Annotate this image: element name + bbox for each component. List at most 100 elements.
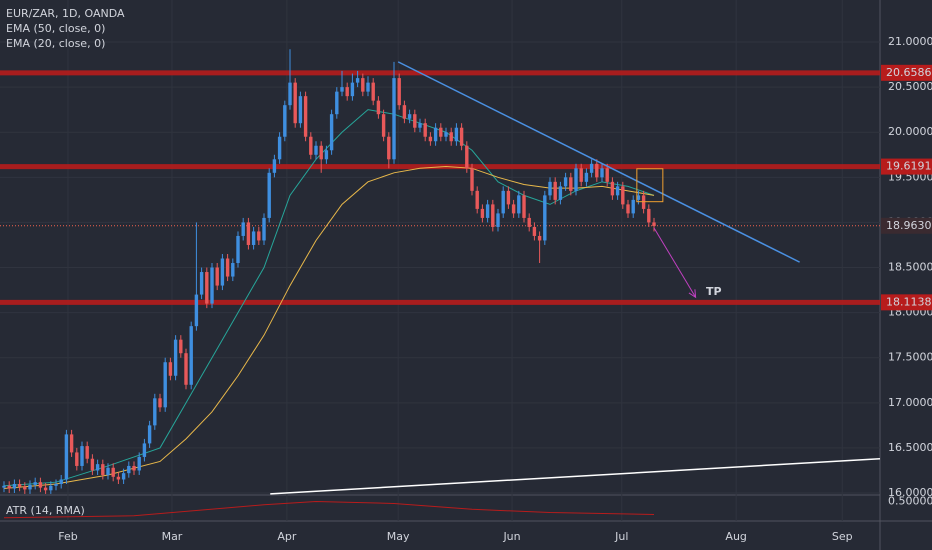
candle-body [595, 163, 599, 178]
candle-body [475, 190, 479, 209]
candle-body [563, 177, 568, 187]
candle-body [194, 294, 199, 327]
candle-body [392, 78, 396, 160]
candle-body [236, 235, 240, 264]
candle-body [199, 272, 204, 295]
candle-body [366, 82, 370, 92]
candle-body [64, 434, 69, 480]
candle-body [137, 456, 141, 471]
candle-body [418, 123, 422, 128]
candle-body [17, 483, 22, 487]
candle-body [350, 82, 355, 97]
candle-body [647, 208, 651, 223]
x-tick-label: Jun [502, 530, 520, 543]
candle-body [59, 479, 63, 484]
candle-body [95, 464, 100, 471]
candle-body [33, 482, 37, 485]
candle-body [543, 195, 547, 241]
candle-body [491, 204, 495, 227]
candle-body [277, 136, 282, 160]
level-label-box [881, 294, 932, 311]
candle-body [12, 483, 17, 489]
candle-body [257, 231, 261, 241]
x-tick-label: Sep [832, 530, 853, 543]
candle-body [210, 267, 214, 304]
trend-line [397, 61, 800, 263]
candle-body [231, 263, 235, 277]
candle-body [189, 326, 193, 385]
candle-body [345, 87, 349, 97]
x-tick-label: Feb [58, 530, 77, 543]
candle-body [127, 465, 131, 474]
x-tick-label: May [387, 530, 410, 543]
y-tick-label: 17.50000 [888, 351, 932, 364]
candle-body [532, 226, 537, 236]
candle-body [433, 127, 438, 142]
y-tick-label: 18.50000 [888, 261, 932, 274]
candle-body [272, 159, 277, 173]
candle-body [142, 443, 147, 457]
y-tick-label: 17.00000 [888, 396, 932, 409]
candle-body [522, 195, 526, 218]
candle-body [303, 96, 308, 137]
arrow [653, 227, 697, 298]
candle-body [465, 145, 469, 169]
candle-body [106, 467, 110, 475]
candle-body [454, 127, 459, 142]
legend-entry: EMA (20, close, 0) [6, 37, 105, 50]
candle-body [444, 132, 448, 137]
level-label-box [881, 158, 932, 175]
annotation: TP [706, 285, 722, 298]
candle-body [439, 127, 443, 137]
candle-body [158, 398, 162, 408]
candle-body [449, 132, 453, 142]
candle-body [615, 186, 620, 196]
candle-body [179, 339, 183, 354]
candle-body [600, 168, 604, 178]
candle-body [402, 105, 407, 119]
candle-body [90, 458, 95, 471]
candle-body [579, 168, 583, 182]
atr-line [3, 500, 655, 519]
candle-body [324, 150, 329, 160]
candle-body [288, 82, 292, 106]
candle-body [121, 473, 126, 480]
candle-body [283, 105, 287, 137]
candle-body [584, 172, 589, 182]
y-tick-label: 20.00000 [888, 125, 932, 138]
candle-body [153, 398, 157, 426]
candle-body [111, 467, 115, 477]
candle-body [85, 446, 89, 459]
candle-body [319, 145, 323, 160]
candle-body [54, 483, 58, 486]
candle-body [506, 190, 511, 205]
y-tick-label: 16.00000 [888, 486, 932, 499]
trend-line [270, 457, 881, 495]
candle-body [652, 222, 656, 227]
y-tick-label: 20.50000 [888, 80, 932, 93]
candle-body [548, 181, 552, 196]
candle-body [205, 272, 209, 304]
candle-body [636, 195, 641, 200]
candle-body [387, 136, 391, 160]
candle-body [168, 362, 173, 376]
candle-body [75, 452, 79, 466]
candle-body [413, 114, 417, 128]
candle-body [631, 199, 635, 214]
candle-body [298, 96, 303, 124]
candle-body [361, 78, 365, 92]
level-label: 20.65865 [886, 66, 932, 79]
chart-title: EUR/ZAR, 1D, OANDA [6, 7, 125, 20]
candle-body [355, 78, 360, 83]
candle-body [381, 114, 386, 137]
candle-body [537, 235, 542, 241]
candle-body [2, 485, 6, 488]
candle-body [116, 476, 121, 480]
candle-body [335, 91, 339, 115]
candle-body [485, 204, 490, 218]
candle-body [262, 217, 266, 241]
candle-body [7, 485, 11, 489]
candle-body [527, 217, 531, 227]
